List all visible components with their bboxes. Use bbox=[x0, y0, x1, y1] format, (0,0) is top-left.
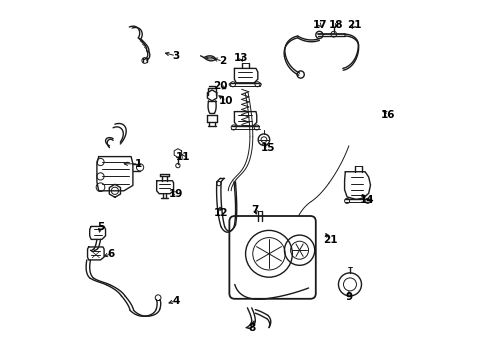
Text: 6: 6 bbox=[107, 249, 115, 259]
Text: 14: 14 bbox=[359, 195, 373, 205]
Text: 1: 1 bbox=[134, 159, 142, 169]
Text: 10: 10 bbox=[219, 96, 233, 106]
Text: 3: 3 bbox=[172, 51, 180, 61]
Text: 7: 7 bbox=[251, 204, 259, 215]
Text: 13: 13 bbox=[233, 53, 247, 63]
Text: 4: 4 bbox=[172, 296, 180, 306]
Text: 21: 21 bbox=[322, 235, 337, 245]
Text: 20: 20 bbox=[212, 81, 227, 91]
Text: 21: 21 bbox=[346, 20, 361, 30]
Text: 15: 15 bbox=[260, 143, 275, 153]
Text: 17: 17 bbox=[312, 20, 327, 30]
Text: 12: 12 bbox=[213, 208, 228, 218]
Text: 9: 9 bbox=[345, 292, 352, 302]
Text: 16: 16 bbox=[381, 110, 395, 120]
Text: 11: 11 bbox=[176, 152, 190, 162]
Text: 8: 8 bbox=[247, 323, 255, 333]
Text: 2: 2 bbox=[219, 56, 226, 66]
Text: 18: 18 bbox=[328, 20, 343, 30]
Text: 5: 5 bbox=[97, 222, 104, 232]
Text: 19: 19 bbox=[168, 189, 183, 199]
